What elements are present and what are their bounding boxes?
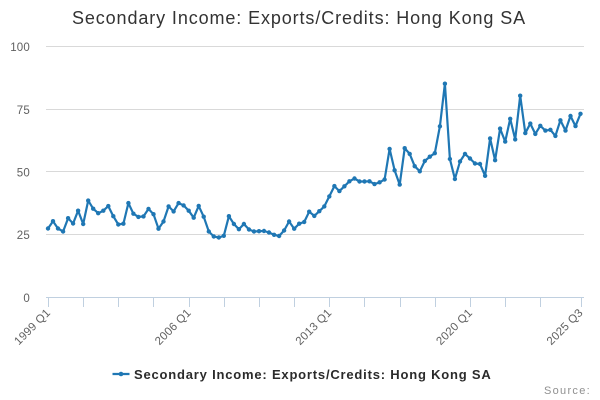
svg-text:Secondary Income: Exports/Cred: Secondary Income: Exports/Credits: Hong … [134,367,492,382]
svg-text:Secondary Income: Exports/Cred: Secondary Income: Exports/Credits: Hong … [72,8,526,28]
svg-text:Source:: Source: [544,385,591,397]
svg-text:0: 0 [23,293,30,305]
svg-text:25: 25 [17,230,30,242]
svg-text:75: 75 [17,105,30,117]
svg-text:50: 50 [17,168,30,180]
svg-text:100: 100 [10,42,30,54]
